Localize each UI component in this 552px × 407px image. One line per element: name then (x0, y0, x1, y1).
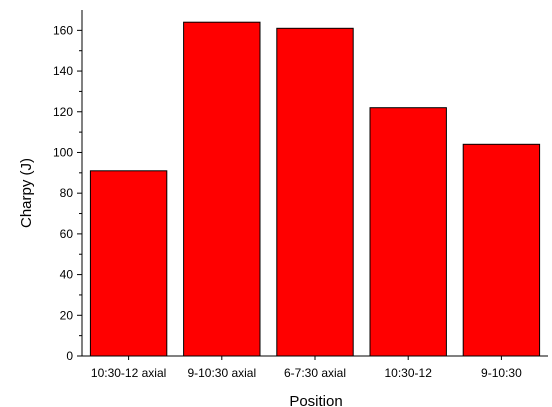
y-tick-label-0: 0 (66, 349, 73, 363)
x-tick-label-4: 9-10:30 (481, 366, 522, 380)
y-axis-title: Charpy (J) (18, 158, 35, 228)
y-tick-label-5: 100 (53, 145, 73, 159)
x-tick-label-2: 6-7:30 axial (284, 366, 346, 380)
bar-2 (276, 27, 354, 357)
y-tick-label-8: 160 (53, 23, 73, 37)
bar-4 (462, 143, 541, 357)
bar-3 (369, 107, 447, 357)
y-ticks-group: 0 20 40 60 80 100 120 140 160 (53, 23, 82, 363)
y-tick-label-2: 40 (60, 268, 74, 282)
y-tick-label-3: 60 (60, 227, 74, 241)
y-tick-label-6: 120 (53, 105, 73, 119)
bar-1 (183, 21, 261, 357)
y-tick-label-4: 80 (60, 186, 74, 200)
x-tick-label-3: 10:30-12 (385, 366, 433, 380)
y-tick-label-1: 20 (60, 308, 74, 322)
bars-group (89, 21, 541, 357)
x-ticks-group: 10:30-12 axial 9-10:30 axial 6-7:30 axial 1… (91, 356, 522, 380)
x-tick-label-0: 10:30-12 axial (91, 366, 166, 380)
x-tick-label-1: 9-10:30 axial (187, 366, 256, 380)
x-axis-title: Position (289, 393, 342, 407)
y-tick-label-7: 140 (53, 64, 73, 78)
bar-0 (89, 170, 168, 357)
